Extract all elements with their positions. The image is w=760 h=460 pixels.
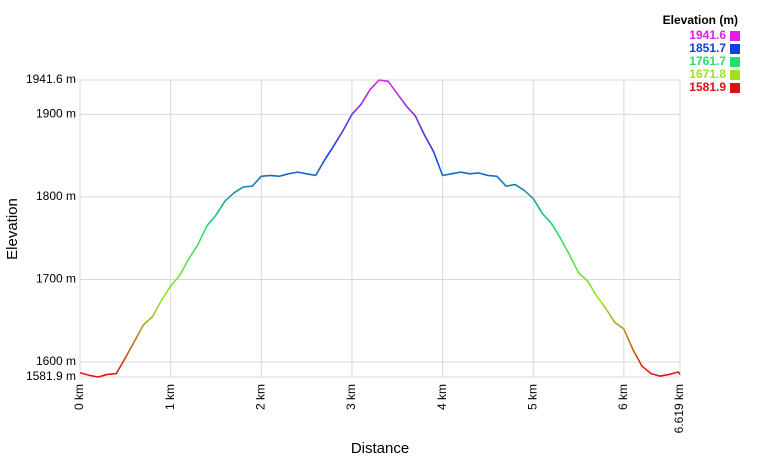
x-tick-label: 0 km	[72, 384, 86, 410]
x-tick-label: 1 km	[163, 384, 177, 410]
legend-swatch	[730, 44, 740, 54]
y-tick-label: 1900 m	[36, 107, 76, 121]
y-tick-label: 1941.6 m	[26, 72, 76, 86]
legend-label: 1671.8	[689, 67, 726, 81]
y-tick-label: 1800 m	[36, 189, 76, 203]
y-tick-label: 1581.9 m	[26, 369, 76, 383]
x-tick-label: 6.619 km	[672, 384, 686, 433]
y-tick-label: 1600 m	[36, 354, 76, 368]
legend-label: 1581.9	[689, 80, 726, 94]
legend-swatch	[730, 31, 740, 41]
elevation-line	[79, 79, 681, 378]
legend-title: Elevation (m)	[663, 13, 738, 27]
x-tick-label: 2 km	[253, 384, 267, 410]
y-tick-label: 1700 m	[36, 272, 76, 286]
legend-label: 1851.7	[689, 41, 726, 55]
legend-swatch	[730, 57, 740, 67]
legend-label: 1941.6	[689, 28, 726, 42]
x-tick-label: 4 km	[435, 384, 449, 410]
x-tick-label: 3 km	[344, 384, 358, 410]
y-axis-label: Elevation	[4, 198, 21, 260]
x-tick-label: 5 km	[525, 384, 539, 410]
legend-swatch	[730, 70, 740, 80]
legend-swatch	[730, 83, 740, 93]
x-axis-label: Distance	[351, 440, 409, 457]
x-tick-label: 6 km	[616, 384, 630, 410]
legend-label: 1761.7	[689, 54, 726, 68]
